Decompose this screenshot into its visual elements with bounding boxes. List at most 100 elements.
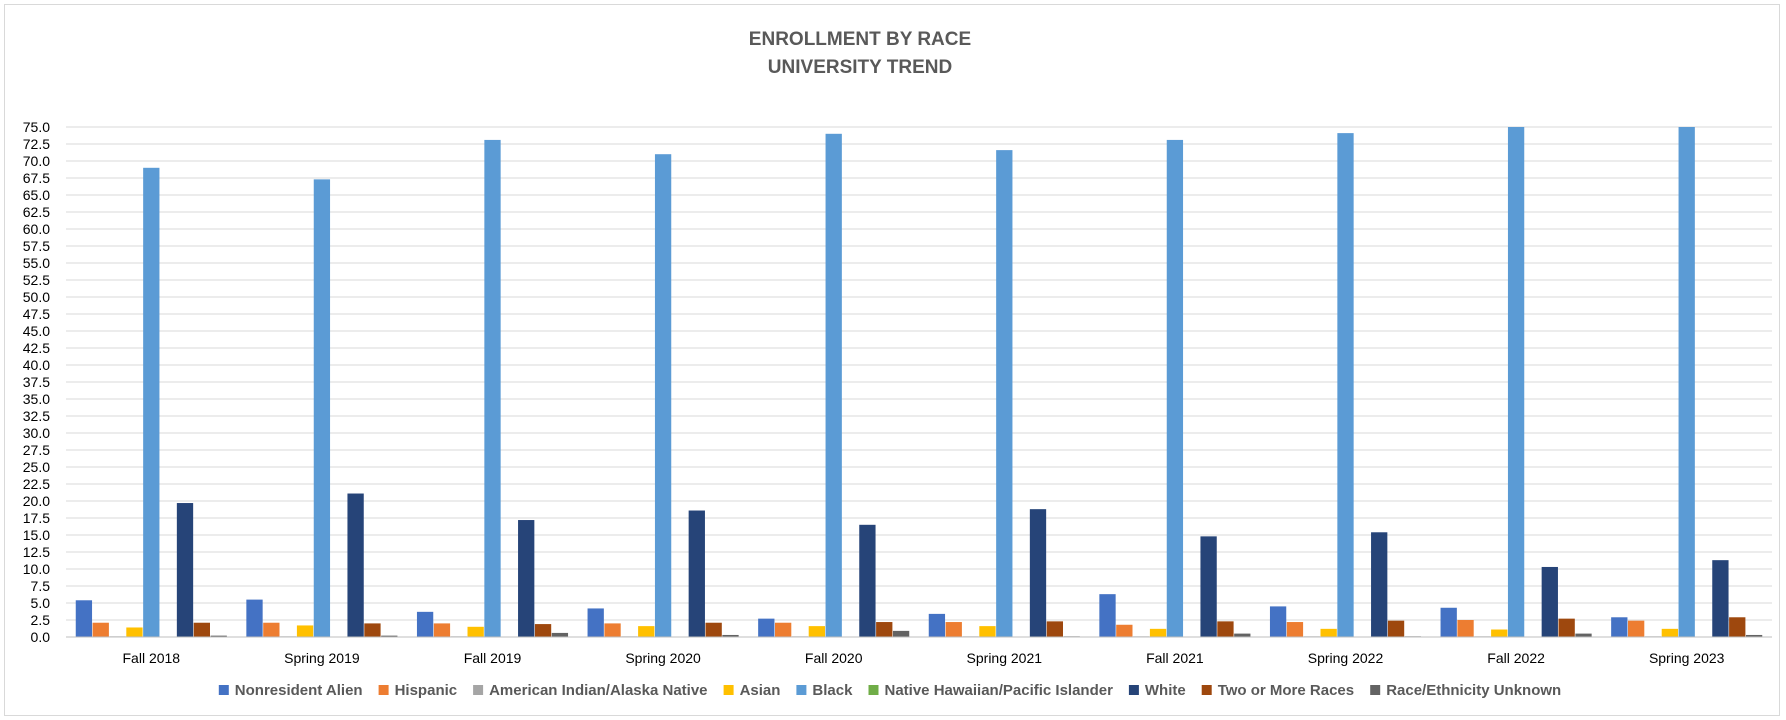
y-tick-label: 2.5	[31, 612, 51, 628]
bar	[1234, 633, 1251, 637]
y-tick-label: 55.0	[23, 255, 50, 271]
legend-item: Race/Ethnicity Unknown	[1370, 682, 1561, 699]
bar	[176, 503, 194, 637]
bar	[296, 625, 314, 637]
x-tick-label: Fall 2022	[1487, 650, 1545, 666]
y-tick-label: 35.0	[23, 391, 50, 407]
bars	[75, 127, 1763, 638]
y-tick-label: 25.0	[23, 459, 50, 475]
bar	[775, 622, 792, 637]
y-tick-label: 12.5	[23, 544, 50, 560]
x-tick-label: Fall 2020	[805, 650, 863, 666]
y-tick-label: 32.5	[23, 408, 50, 424]
bar	[1286, 622, 1304, 637]
bar	[604, 623, 621, 637]
y-tick-label: 0.0	[31, 629, 51, 645]
y-tick-label: 75.0	[23, 119, 50, 135]
y-tick-label: 65.0	[23, 187, 50, 203]
x-tick-label: Spring 2019	[284, 650, 360, 666]
bar	[467, 626, 484, 637]
bar	[210, 635, 227, 637]
legend-label: Nonresident Alien	[235, 682, 363, 699]
x-tick-label: Spring 2023	[1649, 650, 1725, 666]
bar	[1457, 620, 1474, 637]
bar	[688, 510, 705, 637]
bar	[1371, 532, 1388, 637]
bar	[1337, 133, 1354, 637]
legend-label: Black	[812, 682, 853, 699]
x-tick-label: Spring 2020	[625, 650, 701, 666]
legend-label: Asian	[740, 682, 781, 699]
chart-frame	[4, 4, 1780, 716]
y-tick-label: 17.5	[23, 510, 50, 526]
legend-label: Race/Ethnicity Unknown	[1386, 682, 1561, 699]
bar	[484, 139, 501, 638]
bar	[1200, 536, 1217, 637]
y-tick-label: 50.0	[23, 289, 50, 305]
legend-swatch	[1128, 685, 1139, 695]
y-tick-label: 45.0	[23, 323, 50, 339]
y-tick-label: 62.5	[23, 204, 50, 220]
bar	[808, 626, 825, 637]
bar	[381, 635, 398, 637]
bar	[193, 622, 210, 637]
bar	[638, 626, 655, 637]
bar	[1558, 618, 1575, 637]
legend-swatch	[723, 685, 734, 695]
y-tick-label: 15.0	[23, 527, 50, 543]
bar	[1491, 629, 1508, 637]
bar	[1712, 560, 1729, 637]
bar	[433, 623, 451, 637]
bar	[1029, 509, 1047, 637]
chart-title: ENROLLMENT BY RACE	[749, 29, 971, 50]
y-tick-label: 40.0	[23, 357, 50, 373]
x-axis: Fall 2018 Spring 2019 Fall 2019 Spring 2020…	[66, 636, 1772, 666]
legend-item: Hispanic	[378, 682, 457, 699]
y-tick-label: 67.5	[23, 170, 50, 186]
bar	[928, 613, 946, 637]
legend-item: Native Hawaiian/Pacific Islander	[868, 682, 1113, 699]
bar	[1611, 617, 1628, 637]
legend-item: White	[1128, 682, 1186, 699]
y-tick-label: 30.0	[23, 425, 50, 441]
legend-swatch	[1201, 685, 1212, 695]
bar	[364, 623, 381, 637]
y-tick-label: 57.5	[23, 238, 50, 254]
y-tick-label: 22.5	[23, 476, 50, 492]
bar	[347, 493, 364, 637]
bar	[1678, 127, 1695, 637]
bar	[92, 622, 109, 637]
bar	[1745, 634, 1763, 637]
bar	[518, 520, 535, 637]
legend: Nonresident Alien Hispanic American Indian…	[218, 682, 1561, 699]
legend-swatch	[796, 685, 807, 695]
y-tick-label: 5.0	[31, 595, 51, 611]
bar	[263, 622, 280, 637]
legend-swatch	[473, 685, 484, 695]
bar	[1116, 624, 1133, 637]
bar	[1166, 139, 1184, 638]
y-tick-label: 7.5	[31, 578, 51, 594]
legend-swatch	[1370, 685, 1381, 695]
x-tick-label: Fall 2019	[464, 650, 522, 666]
bar	[534, 624, 552, 637]
x-tick-label: Fall 2021	[1146, 650, 1204, 666]
bar	[1269, 606, 1287, 637]
x-tick-label: Fall 2018	[123, 650, 181, 666]
bar	[979, 626, 996, 637]
bar	[126, 627, 143, 637]
bar	[1217, 621, 1234, 637]
chart-subtitle: UNIVERSITY TREND	[768, 57, 952, 78]
y-tick-label: 37.5	[23, 374, 50, 390]
bar	[996, 150, 1013, 637]
bar	[876, 622, 893, 637]
bar	[825, 133, 842, 638]
bar	[1507, 127, 1525, 637]
bar	[1628, 620, 1645, 637]
bar	[1729, 617, 1746, 637]
bar	[1320, 628, 1337, 637]
y-tick-label: 52.5	[23, 272, 50, 288]
bar	[1149, 628, 1167, 637]
bar	[722, 634, 739, 637]
